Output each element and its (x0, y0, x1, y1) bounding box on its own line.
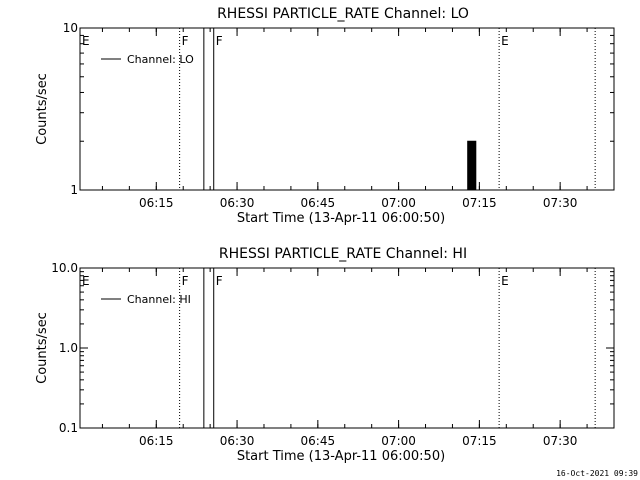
x-tick-label: 06:30 (220, 434, 255, 448)
x-tick-label: 07:30 (543, 434, 578, 448)
x-tick-label: 07:00 (381, 434, 416, 448)
y-tick-label: 1 (70, 183, 78, 197)
y-axis-label: Counts/sec (35, 312, 50, 384)
event-marker-label: E (501, 274, 509, 288)
x-tick-label: 06:30 (220, 196, 255, 210)
series-line (466, 140, 477, 191)
x-tick-label: 07:15 (462, 196, 497, 210)
plot-timestamp: 16-Oct-2021 09:39 (556, 469, 638, 478)
chart-title: RHESSI PARTICLE_RATE Channel: HI (219, 246, 467, 262)
x-tick-label: 07:30 (543, 196, 578, 210)
y-axis-label: Counts/sec (35, 73, 50, 145)
chart-panel-1: RHESSI PARTICLE_RATE Channel: LO 06:15 06:… (35, 6, 615, 226)
y-tick-label: 1.0 (59, 341, 78, 355)
chart-panel-2: RHESSI PARTICLE_RATE Channel: HI 06:15 06:… (35, 246, 615, 464)
chart-title: RHESSI PARTICLE_RATE Channel: LO (217, 6, 469, 22)
plot-frame (79, 27, 615, 191)
event-marker-label: E (501, 34, 509, 48)
x-tick-label: 06:45 (301, 196, 336, 210)
event-marker-label: E (82, 34, 90, 48)
plot-frame (79, 267, 615, 429)
x-tick-label: 06:15 (139, 196, 174, 210)
legend-label: Channel: HI (127, 293, 191, 306)
x-tick-label: 07:00 (381, 196, 416, 210)
y-tick-label: 0.1 (59, 421, 78, 435)
event-marker-label: F (182, 274, 189, 288)
x-tick-label: 07:15 (462, 434, 497, 448)
event-marker-label: F (216, 274, 223, 288)
event-marker-label: F (216, 34, 223, 48)
x-tick-label: 06:15 (139, 434, 174, 448)
event-marker-label: E (82, 274, 90, 288)
legend-label: Channel: LO (127, 53, 194, 66)
event-marker-label: F (182, 34, 189, 48)
y-tick-label: 10.0 (51, 261, 78, 275)
x-axis-label: Start Time (13-Apr-11 06:00:50) (237, 211, 445, 226)
x-tick-label: 06:45 (301, 434, 336, 448)
y-tick-label: 10 (63, 21, 78, 35)
x-axis-label: Start Time (13-Apr-11 06:00:50) (237, 449, 445, 464)
